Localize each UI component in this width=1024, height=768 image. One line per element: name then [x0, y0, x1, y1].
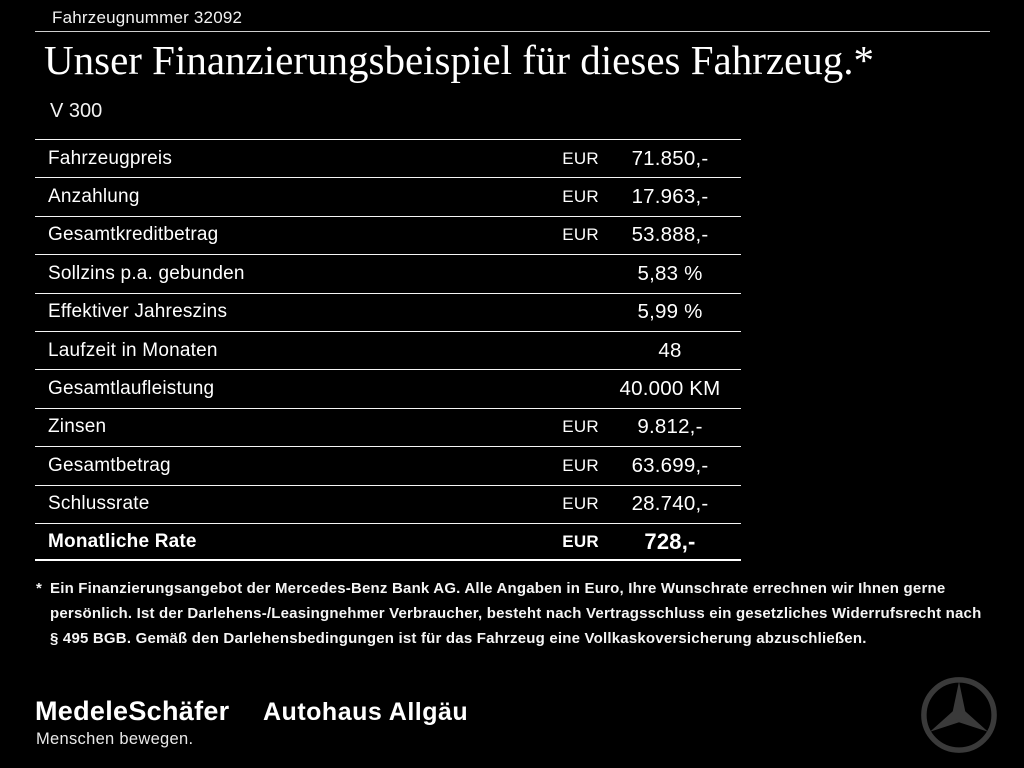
row-value: 5,99 % [637, 300, 703, 324]
row-label: Zinsen [48, 416, 107, 438]
row-value: 71.850,- [631, 146, 709, 170]
table-row: Fahrzeugpreis EUR 71.850,- [35, 139, 741, 177]
row-value: 63.699,- [631, 453, 709, 477]
vehicle-number: Fahrzeugnummer 32092 [52, 8, 243, 27]
table-row: Laufzeit in Monaten 48 [35, 330, 741, 369]
table-row: Effektiver Jahreszins 5,99 % [35, 292, 741, 331]
row-value: 9.812,- [637, 415, 703, 439]
header-divider [35, 31, 990, 32]
row-currency: EUR [562, 225, 599, 245]
row-currency: EUR [562, 148, 599, 168]
row-currency: EUR [562, 455, 599, 475]
row-value: 28.740,- [631, 492, 709, 516]
page-title: Unser Finanzierungsbeispiel für dieses F… [44, 37, 875, 83]
table-row: Gesamtbetrag EUR 63.699,- [35, 446, 741, 484]
row-value: 17.963,- [631, 185, 709, 209]
row-label: Effektiver Jahreszins [48, 301, 228, 323]
row-currency: EUR [562, 531, 599, 551]
table-row: Zinsen EUR 9.812,- [35, 407, 741, 446]
table-row: Schlussrate EUR 28.740,- [35, 484, 741, 523]
dealer-logo-autohaus-allgaeu: Autohaus Allgäu [263, 698, 469, 726]
row-currency: EUR [562, 187, 599, 207]
row-label: Gesamtbetrag [48, 454, 171, 476]
table-row: Gesamtlaufleistung 40.000 KM [35, 369, 741, 407]
row-label: Sollzins p.a. gebunden [48, 262, 245, 284]
table-row: Gesamtkreditbetrag EUR 53.888,- [35, 215, 741, 254]
row-label: Gesamtlaufleistung [48, 378, 215, 400]
row-value: 728,- [644, 528, 696, 554]
vehicle-model: V 300 [50, 100, 103, 122]
row-currency: EUR [562, 417, 599, 437]
table-row: Anzahlung EUR 17.963,- [35, 177, 741, 215]
dealer-logo-medele-schaefer: MedeleSchäfer [35, 696, 230, 726]
finance-table: Fahrzeugpreis EUR 71.850,- Anzahlung EUR… [35, 139, 741, 562]
row-value: 48 [658, 338, 682, 362]
row-label: Laufzeit in Monaten [48, 339, 218, 361]
row-value: 5,83 % [637, 261, 703, 285]
row-value: 53.888,- [631, 223, 709, 247]
row-label: Monatliche Rate [48, 530, 197, 552]
dealer-tagline: Menschen bewegen. [36, 730, 194, 748]
footnote-text: Ein Finanzierungsangebot der Mercedes-Be… [50, 580, 982, 647]
footnote-asterisk: * [36, 580, 43, 597]
table-row: Sollzins p.a. gebunden 5,83 % [35, 254, 741, 292]
row-label: Gesamtkreditbetrag [48, 224, 219, 246]
row-currency: EUR [562, 494, 599, 514]
row-label: Fahrzeugpreis [48, 147, 173, 169]
row-label: Schlussrate [48, 493, 150, 515]
table-row-monthly-rate: Monatliche Rate EUR 728,- [35, 522, 741, 562]
row-label: Anzahlung [48, 186, 140, 208]
mercedes-star-icon [921, 677, 997, 753]
footnote: * Ein Finanzierungsangebot der Mercedes-… [36, 576, 984, 651]
row-value: 40.000 KM [619, 377, 721, 401]
